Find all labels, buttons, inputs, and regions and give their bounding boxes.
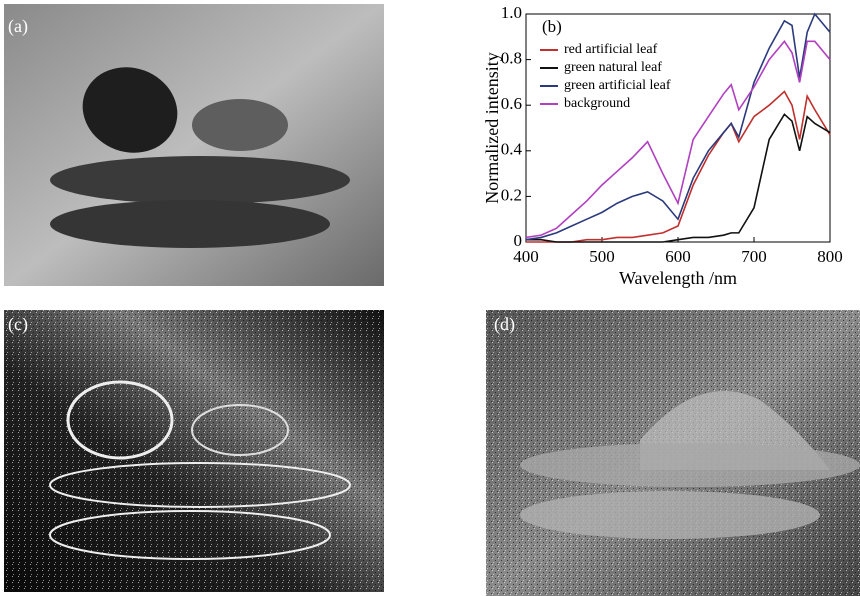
x-tick-label: 700 (741, 247, 767, 266)
image-d (486, 310, 860, 596)
y-axis-title: Normalized intensity (482, 52, 502, 203)
panel-label: (d) (494, 314, 515, 335)
x-tick-label: 500 (589, 247, 615, 266)
image-c (4, 310, 384, 592)
y-tick-label: 0.4 (501, 140, 523, 159)
legend-label: background (564, 96, 630, 111)
y-tick-label: 0.8 (501, 49, 522, 68)
panel-label: (c) (8, 314, 28, 335)
y-tick-label: 1.0 (501, 3, 522, 22)
figure: (a) (c) (d) 00.20.40.60.81.0400500600700… (0, 0, 860, 596)
series-line (526, 114, 830, 242)
x-tick-label: 600 (665, 247, 691, 266)
panel-label: (b) (542, 17, 562, 36)
image-a (4, 4, 384, 286)
x-tick-label: 800 (817, 247, 843, 266)
legend-label: green artificial leaf (564, 78, 671, 93)
x-tick-label: 400 (513, 247, 539, 266)
y-tick-label: 0.6 (501, 94, 522, 113)
panel-label: (a) (8, 16, 28, 37)
y-tick-label: 0.2 (501, 185, 522, 204)
legend-label: red artificial leaf (564, 42, 658, 57)
x-axis-title: Wavelength /nm (619, 268, 737, 288)
legend-label: green natural leaf (564, 60, 662, 75)
